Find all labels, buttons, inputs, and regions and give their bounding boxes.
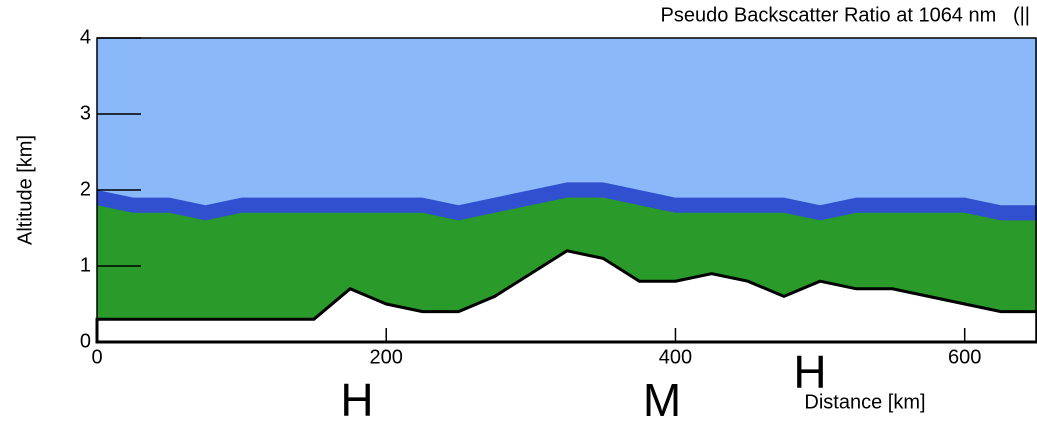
x-tick-label: 0 (91, 346, 102, 368)
y-tick-label: 1 (80, 254, 91, 276)
y-tick-label: 0 (80, 330, 91, 352)
x-tick-label: 400 (659, 346, 692, 368)
y-tick-label: 3 (80, 102, 91, 124)
chart-title: Pseudo Backscatter Ratio at 1064 nm (|| (661, 4, 1030, 26)
x-axis-label: Distance [km] (804, 391, 925, 413)
y-axis-label: Altitude [km] (14, 135, 36, 245)
y-tick-label: 4 (80, 26, 91, 48)
annotation: M (643, 374, 681, 423)
y-tick-label: 2 (80, 178, 91, 200)
x-tick-label: 600 (948, 346, 981, 368)
annotation: H (340, 374, 373, 423)
area (95, 249, 1037, 344)
x-tick-label: 200 (370, 346, 403, 368)
annotation: H (793, 346, 826, 398)
